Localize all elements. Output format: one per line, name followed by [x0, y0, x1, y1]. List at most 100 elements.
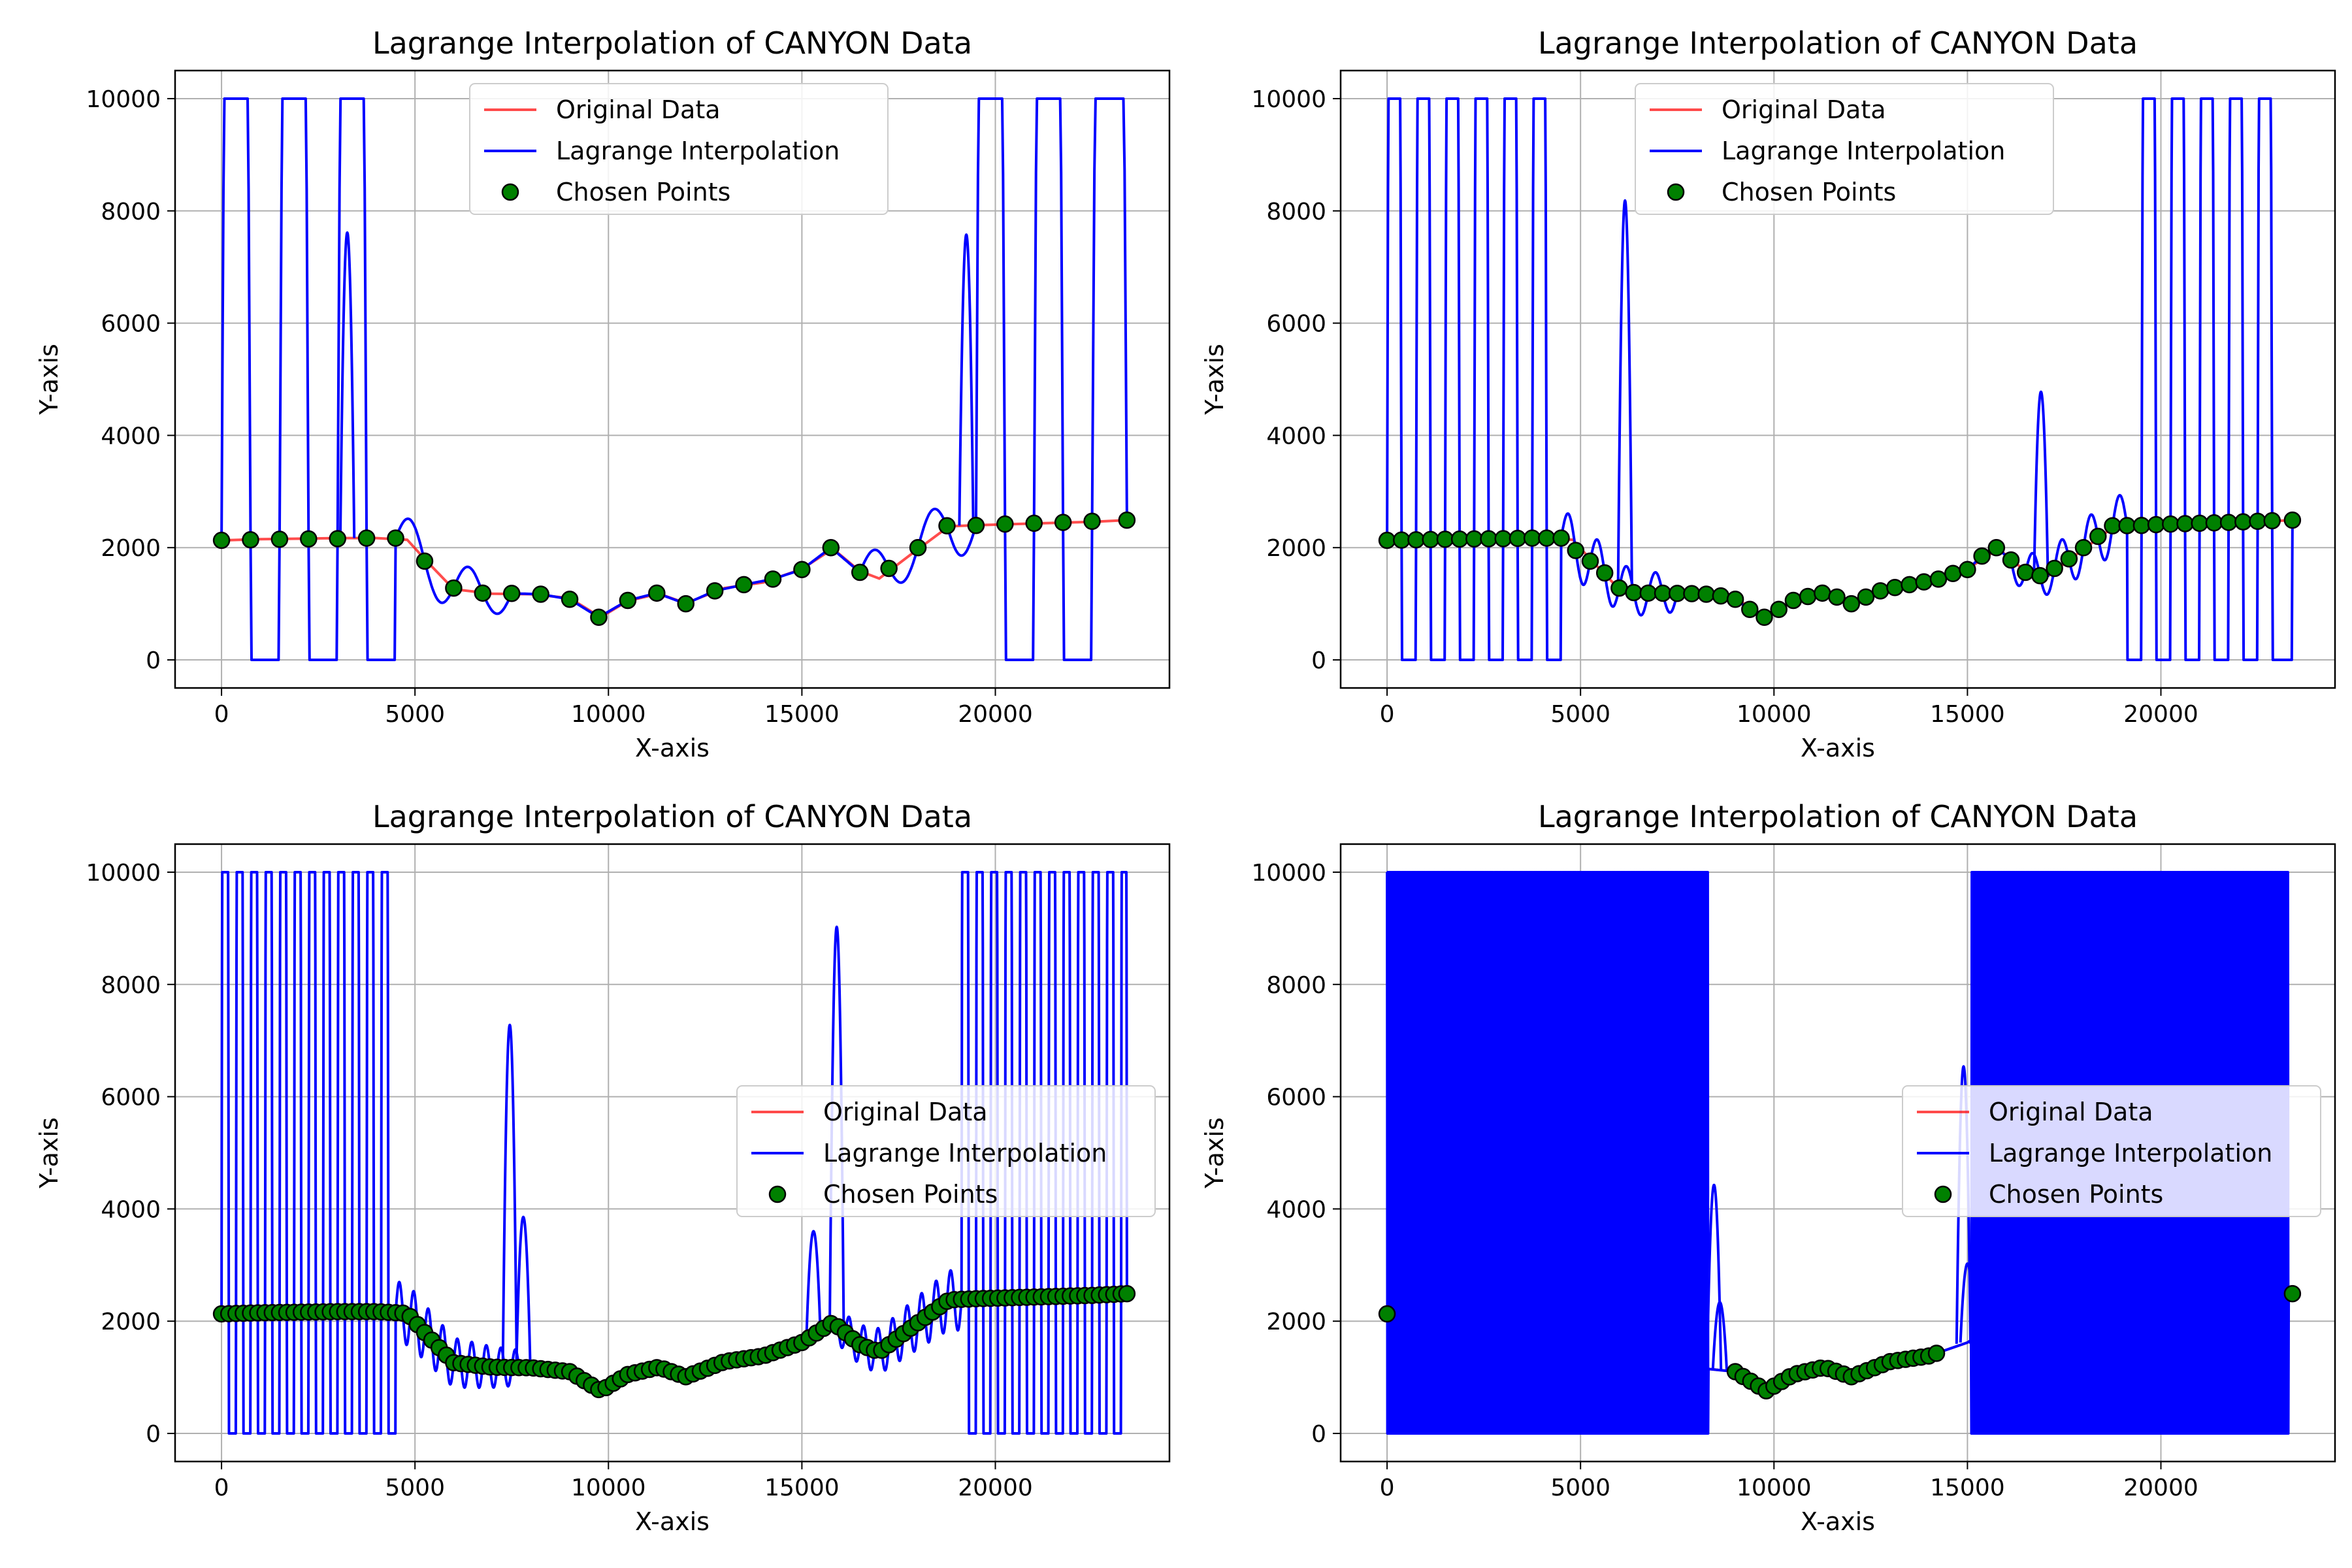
axes-frame [1339, 843, 2336, 1463]
y-tick-label: 6000 [101, 1085, 161, 1111]
x-tick-label: 10000 [1737, 1475, 1812, 1501]
axes-frame [174, 843, 1171, 1463]
chosen-point [735, 576, 753, 594]
y-tick-label: 2000 [101, 1309, 161, 1335]
legend-label: Chosen Points [823, 1180, 998, 1209]
chart-title: Lagrange Interpolation of CANYON Data [1538, 25, 2138, 61]
y-tick-label: 6000 [101, 311, 161, 338]
chosen-point [300, 530, 318, 548]
chosen-point [1741, 600, 1759, 618]
x-axis-label: X-axis [1801, 734, 1875, 762]
legend-box [1635, 83, 2054, 215]
chosen-point [2283, 1284, 2302, 1303]
chosen-point [1842, 595, 1860, 613]
x-tick-label: 20000 [958, 1475, 1033, 1501]
interpolation-spike [805, 1230, 822, 1335]
legend-label: Original Data [1722, 95, 1886, 124]
chosen-point [1025, 514, 1043, 532]
x-tick-label: 5000 [1550, 1475, 1610, 1501]
chosen-point [1927, 1345, 1946, 1362]
chosen-point [1828, 588, 1846, 606]
legend-swatch-points [1934, 1185, 1952, 1203]
legend-label: Original Data [823, 1098, 988, 1126]
y-tick-label: 8000 [101, 972, 161, 999]
chosen-point [2249, 512, 2266, 531]
legend-label: Lagrange Interpolation [556, 137, 840, 165]
chosen-point [2219, 514, 2238, 531]
x-tick-label: 15000 [1930, 701, 2005, 728]
legend-swatch-points [1667, 183, 1685, 201]
y-tick-label: 0 [1311, 1421, 1326, 1448]
chosen-point [2205, 514, 2223, 532]
chosen-point [1494, 530, 1512, 547]
chosen-point [2176, 515, 2194, 532]
chosen-point [1118, 1284, 1136, 1303]
chosen-point [822, 538, 840, 557]
chosen-point [1465, 530, 1483, 548]
chosen-point [1857, 588, 1875, 606]
chosen-point [1654, 584, 1672, 602]
legend-box [469, 83, 889, 215]
chosen-point [1668, 584, 1686, 602]
chosen-point [1871, 582, 1889, 600]
chosen-point [561, 591, 579, 608]
chosen-point [880, 559, 898, 578]
chosen-point [2147, 515, 2165, 534]
chosen-point [212, 531, 231, 549]
y-tick-label: 2000 [1266, 1309, 1326, 1335]
legend-label: Lagrange Interpolation [823, 1139, 1107, 1168]
chart-title: Lagrange Interpolation of CANYON Data [372, 25, 972, 61]
x-tick-label: 15000 [1930, 1475, 2005, 1501]
legend-label: Lagrange Interpolation [1722, 137, 2005, 165]
chosen-point [1683, 585, 1701, 602]
x-axis-label: X-axis [1801, 1507, 1875, 1536]
interpolation-spike [515, 1215, 532, 1368]
chosen-point [1944, 564, 1962, 582]
interpolation-spike [1711, 1301, 1728, 1371]
interpolation-spike [501, 1023, 518, 1368]
chosen-point [1422, 531, 1439, 549]
legend-label: Original Data [556, 95, 721, 124]
chosen-point [2263, 512, 2281, 530]
chosen-point [532, 585, 549, 603]
legend: Original Data Lagrange Interpolation Chose… [469, 83, 889, 215]
chosen-point [938, 517, 956, 534]
chosen-point [2060, 550, 2078, 568]
y-tick-label: 10000 [1251, 860, 1326, 887]
legend: Original Data Lagrange Interpolation Chose… [736, 1085, 1156, 1217]
chosen-point [1581, 552, 1599, 570]
chosen-point [445, 579, 463, 597]
legend-label: Chosen Points [556, 178, 730, 206]
y-axis-label: Y-axis [1200, 344, 1229, 416]
interpolation-spike [1616, 199, 1633, 590]
chosen-point [851, 563, 869, 581]
chosen-point [677, 595, 694, 613]
chosen-point [2283, 511, 2302, 529]
chosen-point [2016, 563, 2034, 581]
chosen-point [1973, 547, 1991, 565]
legend-box [736, 1085, 1156, 1217]
chosen-point [648, 584, 666, 602]
x-tick-label: 10000 [571, 701, 646, 728]
chosen-point [1118, 511, 1136, 529]
chosen-point [706, 582, 724, 600]
original-data-line [221, 519, 1127, 619]
subplot-top-right: 0 5000 10000 15000 20000 0 2000 4000 6000 8000 100… [1200, 25, 2336, 762]
legend-label: Chosen Points [1989, 1180, 2163, 1209]
chosen-point [2089, 527, 2107, 546]
chosen-point [1726, 591, 1744, 608]
y-tick-label: 2000 [101, 535, 161, 562]
y-tick-label: 2000 [1266, 535, 1326, 562]
y-tick-label: 4000 [101, 1196, 161, 1223]
x-tick-label: 0 [214, 701, 229, 728]
y-tick-label: 8000 [1266, 972, 1326, 999]
chosen-point [2031, 566, 2049, 585]
chosen-point [909, 538, 927, 557]
x-tick-label: 5000 [385, 1475, 445, 1501]
chosen-point [1639, 584, 1658, 602]
chosen-point [1886, 578, 1904, 596]
chosen-point [1625, 583, 1642, 602]
x-tick-label: 20000 [2123, 701, 2198, 728]
subplot-top-left: 0 5000 10000 15000 20000 0 2000 4000 6000 8000 100… [35, 25, 1171, 762]
x-tick-label: 5000 [385, 701, 445, 728]
